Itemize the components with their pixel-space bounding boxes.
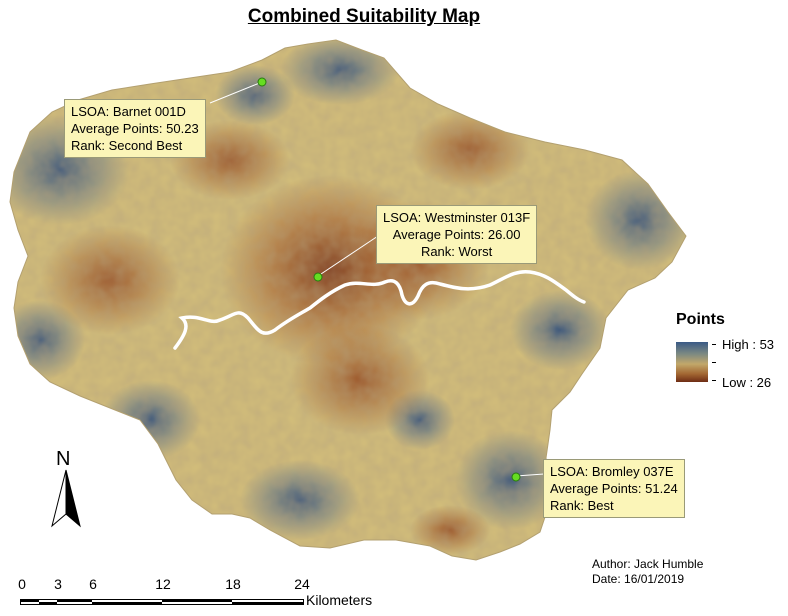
legend-tick-low [712, 380, 716, 381]
river-thames [173, 269, 586, 350]
westminster-leader-line [317, 235, 379, 277]
bromley-lsoa: LSOA: Bromley 037E [550, 464, 674, 479]
westminster-lsoa: LSOA: Westminster 013F [383, 210, 531, 225]
legend-title: Points [676, 311, 725, 328]
scale-bar-segments [21, 600, 303, 604]
scale-tick-0: 0 [18, 576, 26, 592]
legend-high-label: High : 53 [722, 337, 775, 352]
legend-tick-mid [712, 362, 716, 363]
scale-tick-18: 18 [225, 576, 241, 592]
legend-low-label: Low : 26 [722, 375, 772, 390]
author-text: Author: Jack Humble [592, 557, 704, 571]
westminster-marker[interactable] [313, 272, 323, 282]
bromley-marker[interactable] [511, 472, 521, 482]
map-title: Combined Suitability Map [247, 6, 481, 27]
callout-westminster: LSOA: Westminster 013F Average Points: 2… [376, 205, 538, 264]
barnet-leader-line [209, 81, 263, 104]
scale-tick-6: 6 [89, 576, 97, 592]
bromley-leader-line [515, 473, 545, 477]
scale-bar [20, 599, 304, 605]
callout-bromley: LSOA: Bromley 037E Average Points: 51.24… [543, 459, 685, 518]
barnet-marker[interactable] [257, 77, 267, 87]
map-credits: Author: Jack Humble Date: 16/01/2019 [592, 557, 703, 587]
north-arrow-icon [51, 469, 81, 528]
westminster-rank: Rank: Worst [420, 244, 493, 259]
barnet-lsoa: LSOA: Barnet 001D [71, 104, 186, 119]
legend-tick-high [712, 344, 716, 345]
legend-color-ramp [676, 342, 708, 382]
barnet-rank: Rank: Second Best [71, 138, 183, 153]
westminster-average-points: Average Points: 26.00 [392, 227, 521, 242]
north-label: N [56, 448, 71, 470]
london-boundary [9, 39, 687, 561]
scale-unit-label: Kilometers [306, 592, 373, 608]
scale-tick-12: 12 [155, 576, 171, 592]
scale-tick-3: 3 [54, 576, 62, 592]
bromley-average-points: Average Points: 51.24 [550, 481, 678, 496]
bromley-rank: Rank: Best [550, 498, 614, 513]
barnet-average-points: Average Points: 50.23 [71, 121, 199, 136]
callout-barnet: LSOA: Barnet 001D Average Points: 50.23 … [64, 99, 206, 158]
date-text: Date: 16/01/2019 [592, 572, 685, 586]
scale-tick-24: 24 [294, 576, 310, 592]
